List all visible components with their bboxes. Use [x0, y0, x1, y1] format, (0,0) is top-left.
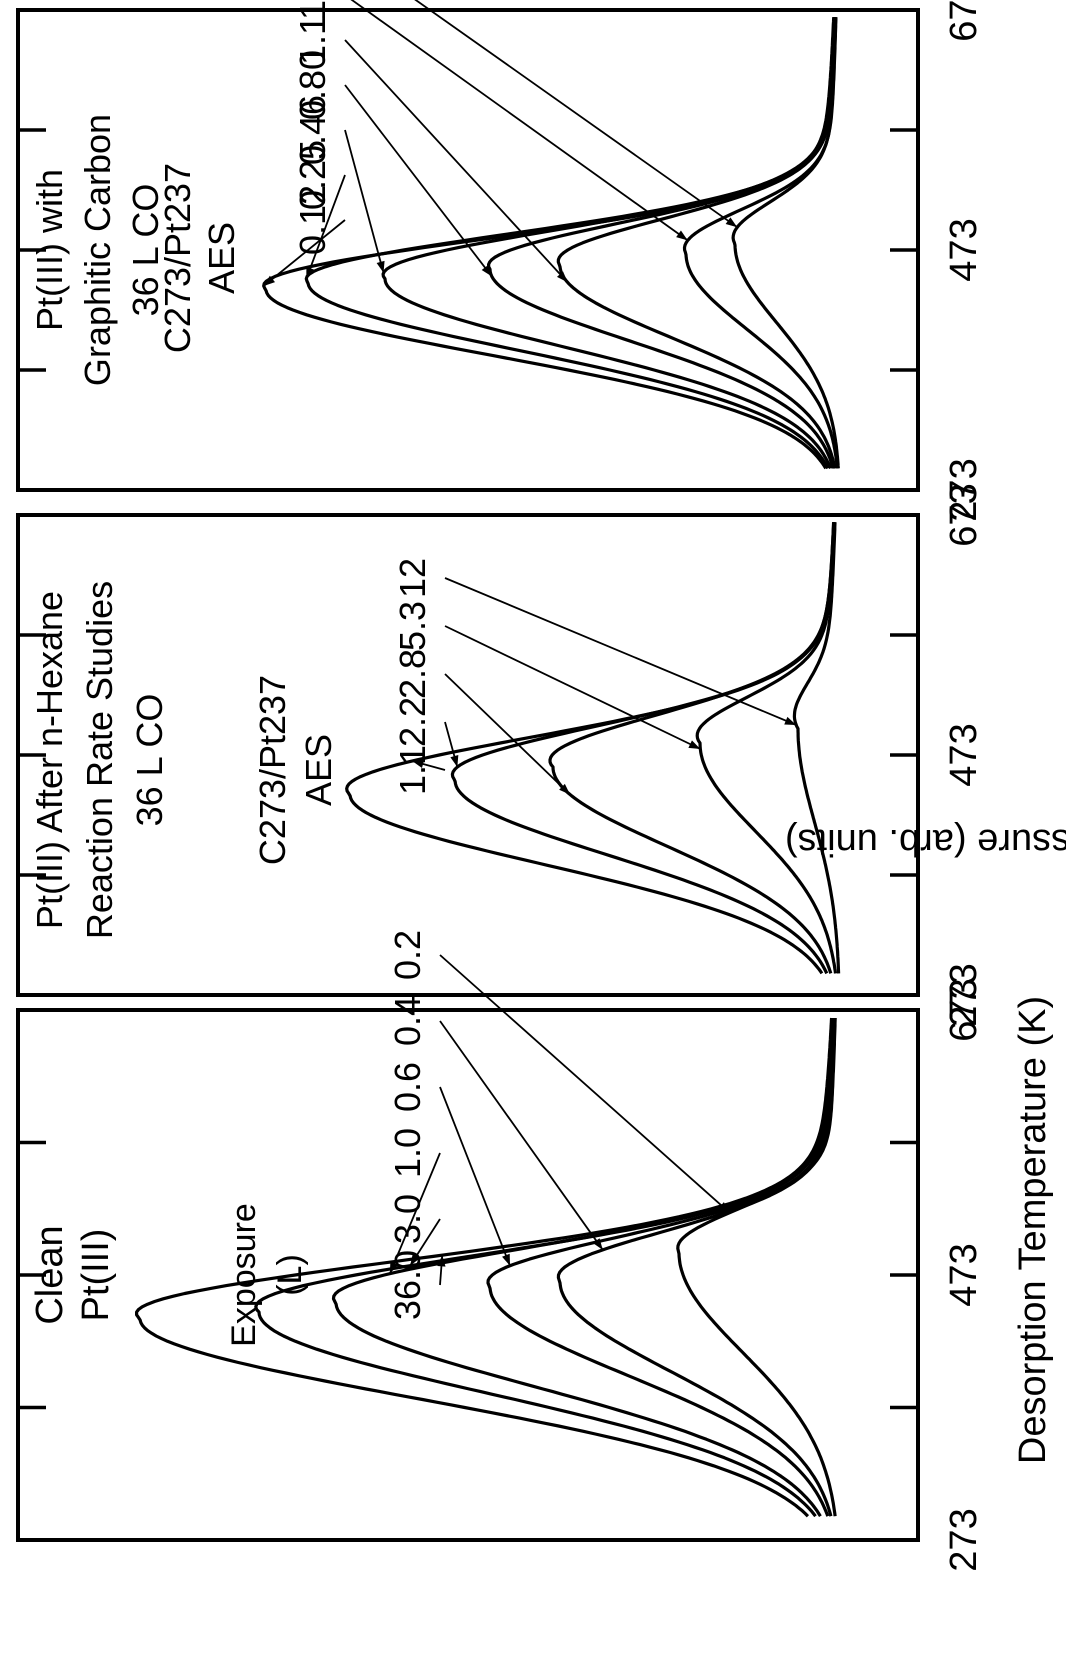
arrow-head	[688, 740, 701, 749]
arrow-head	[502, 1253, 510, 1266]
panel-frame	[16, 1008, 920, 1542]
label-arrow	[344, 39, 569, 284]
x-tick-label: 673	[943, 0, 985, 42]
series-label: 1.8	[292, 0, 333, 20]
legend-title: C273/Pt237	[157, 163, 198, 353]
series-label: 0.4	[387, 996, 428, 1046]
label-arrow	[444, 577, 797, 726]
arrow-head	[389, 1261, 398, 1274]
panel-title: Reaction Rate Studies	[79, 581, 120, 939]
label-arrow	[414, 0, 738, 228]
series-label: 1.1	[392, 745, 433, 795]
x-tick-label: 273	[943, 458, 985, 521]
arrow-head	[725, 217, 738, 228]
series-label: 2.2	[392, 697, 433, 747]
arrow-head	[592, 1238, 603, 1250]
arrow-head	[376, 260, 385, 273]
series-label: 36.0	[387, 1250, 428, 1320]
label-arrow	[389, 1152, 441, 1275]
panel-title: 36 L CO	[129, 694, 170, 827]
arrow-head	[559, 783, 571, 795]
series-line	[556, 1017, 837, 1517]
panel-title: Pt(III)	[75, 1229, 117, 1322]
series-label: 2.8	[392, 649, 433, 699]
legend-title: Exposure	[225, 1203, 263, 1347]
series-line	[487, 17, 837, 469]
series-label: 0.12	[292, 185, 333, 255]
series-label: 3.0	[387, 1194, 428, 1244]
series-label: 5.3	[392, 601, 433, 651]
series-label: 12	[392, 558, 433, 598]
x-tick-label: 473	[943, 1243, 985, 1306]
panel-3: 273 473 673 Pt(III) with Graphitic Carbon 36 …	[16, 0, 985, 522]
series-label: 0.46	[292, 95, 333, 165]
label-arrow	[439, 1086, 511, 1267]
legend-title: AES	[201, 222, 242, 294]
arrow-head	[556, 271, 568, 283]
series-label: 0.6	[387, 1062, 428, 1112]
panel-title: 36 L CO	[125, 184, 166, 317]
legend-title: AES	[298, 734, 339, 806]
series-line	[731, 17, 840, 469]
series-label: 0.25	[292, 140, 333, 210]
series-label: 1.0	[387, 1128, 428, 1178]
arrow-head	[718, 1202, 730, 1213]
arrow-head	[306, 266, 315, 279]
label-arrow	[439, 954, 731, 1214]
panel-2: 273 473 673 Pt(III) After n-Hexane Reaction …	[16, 483, 985, 1027]
panel-title: Pt(III) After n-Hexane	[29, 591, 70, 929]
x-axis-title: Desorption Temperature (K)	[1012, 996, 1054, 1464]
arrow-head	[481, 264, 492, 277]
label-arrow	[444, 625, 701, 750]
panel-title: Clean	[29, 1225, 71, 1324]
series-line	[792, 522, 841, 974]
y-axis-title: CO Partial Pressure (arb. units)	[785, 821, 1066, 863]
label-arrow	[350, 0, 689, 242]
label-arrow	[439, 1020, 604, 1251]
arrow-head	[450, 755, 459, 767]
series-line	[676, 1017, 837, 1517]
arrow-head	[263, 275, 276, 286]
label-arrow	[305, 174, 346, 280]
series-line	[695, 522, 838, 974]
series-line	[486, 1017, 836, 1517]
arrow-head	[412, 760, 425, 768]
arrow-head	[784, 716, 797, 725]
series-label: 0.2	[387, 930, 428, 980]
x-tick-label: 273	[943, 963, 985, 1026]
label-arrow	[444, 673, 571, 796]
x-tick-label: 473	[943, 723, 985, 786]
x-tick-label: 273	[943, 1508, 985, 1571]
label-arrow	[344, 84, 493, 277]
series-label: 1.1	[292, 15, 333, 65]
label-arrow	[263, 219, 346, 287]
x-tick-label: 673	[943, 978, 985, 1041]
arrow-head	[410, 1254, 420, 1266]
arrow-head	[676, 230, 688, 241]
legend-title: C273/Pt237	[252, 675, 293, 865]
panel-title: Graphitic Carbon	[77, 114, 118, 386]
label-arrow	[344, 129, 385, 274]
x-tick-label: 673	[943, 483, 985, 546]
x-tick-label: 473	[943, 218, 985, 281]
series-label: 0.80	[292, 50, 333, 120]
panel-title: Pt(III) with	[29, 169, 70, 331]
